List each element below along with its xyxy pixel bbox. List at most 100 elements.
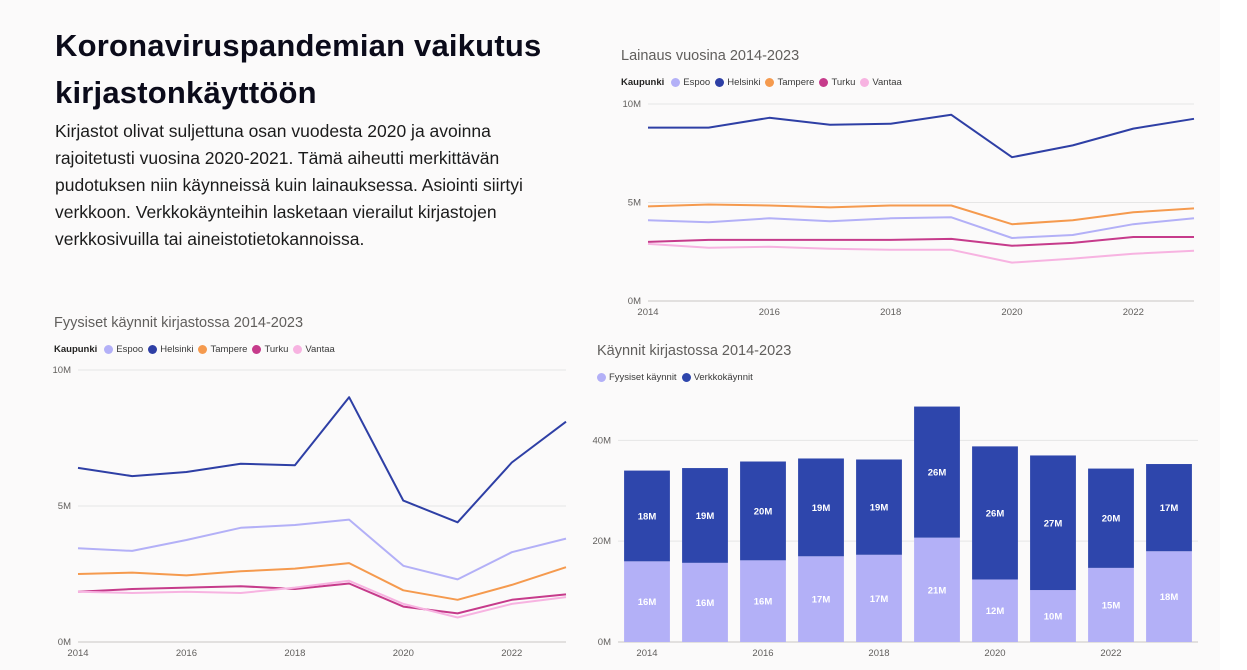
bar-data-label: 18M — [1160, 592, 1179, 603]
bar-data-label: 19M — [812, 503, 831, 514]
legend-label: Espoo — [683, 77, 711, 88]
y-tick-label: 0M — [58, 637, 71, 648]
intro-text: Kirjastot olivat suljettuna osan vuodest… — [55, 121, 523, 249]
y-tick-label: 20M — [593, 536, 612, 547]
x-tick-label: 2020 — [984, 648, 1005, 659]
series-line-espoo — [77, 518, 567, 581]
physical-visits-legend: Kaupunki Espoo Helsinki Tampere Turku Vantaa — [54, 344, 340, 355]
legend-label: Vantaa — [305, 344, 335, 355]
bar-data-label: 12M — [986, 606, 1005, 617]
legend-label: Tampere — [210, 344, 248, 355]
bar-verkkok-ynnit — [1030, 455, 1076, 591]
x-tick-label: 2014 — [67, 648, 88, 659]
x-tick-label: 2022 — [1100, 648, 1121, 659]
bar-fyysiset-k-ynnit — [1146, 551, 1192, 642]
legend-marker — [671, 78, 681, 87]
bar-data-label: 18M — [638, 511, 657, 522]
legend-item-tampere[interactable]: Tampere — [765, 77, 814, 88]
legend-label: Verkkokäynnit — [693, 372, 753, 383]
legend-label: Turku — [264, 344, 289, 355]
legend-label: Vantaa — [872, 77, 902, 88]
series-line-tampere — [647, 203, 1195, 226]
legend-label: Helsinki — [160, 344, 194, 355]
legend-item-tampere[interactable]: Tampere — [198, 344, 247, 355]
legend-item-espoo[interactable]: Espoo — [104, 344, 143, 355]
bar-fyysiset-k-ynnit — [682, 562, 728, 642]
legend-item-turku[interactable]: Turku — [819, 77, 855, 88]
bar-data-label: 21M — [928, 585, 947, 596]
legend-item-helsinki[interactable]: Helsinki — [148, 344, 193, 355]
legend-label: Fyysiset käynnit — [609, 372, 677, 383]
bar-data-label: 19M — [870, 503, 889, 514]
bar-data-label: 20M — [754, 506, 773, 517]
legend-marker — [148, 345, 158, 354]
x-tick-label: 2014 — [637, 307, 658, 318]
legend-item-espoo[interactable]: Espoo — [671, 77, 710, 88]
bar-fyysiset-k-ynnit — [798, 556, 844, 642]
loans-chart-title: Lainaus vuosina 2014-2023 — [621, 48, 800, 64]
loans-legend: Kaupunki Espoo Helsinki Tampere Turku Vantaa — [621, 77, 907, 88]
series-line-turku — [647, 236, 1194, 247]
legend-marker — [252, 345, 262, 354]
x-tick-label: 2018 — [880, 307, 901, 318]
bar-data-label: 10M — [1044, 612, 1063, 623]
y-tick-label: 40M — [593, 435, 612, 446]
bar-data-label: 17M — [812, 595, 831, 606]
bar-data-label: 17M — [870, 594, 889, 605]
series-line-espoo — [647, 216, 1195, 239]
legend-item-vantaa[interactable]: Vantaa — [293, 344, 335, 355]
bar-verkkok-ynnit — [740, 461, 786, 561]
legend-item-verkkok-ynnit[interactable]: Verkkokäynnit — [681, 372, 753, 383]
series-line-vantaa — [77, 579, 567, 619]
visits-stacked-bar-chart: 0M 20M 40M 2014 2016 2018 2020 2022 16M 18M 16M 19M… — [593, 406, 1198, 659]
y-tick-label: 10M — [623, 99, 642, 110]
x-tick-label: 2022 — [1123, 307, 1144, 318]
bar-fyysiset-k-ynnit — [624, 561, 670, 642]
bar-data-label: 16M — [696, 598, 715, 609]
bar-fyysiset-k-ynnit — [972, 579, 1018, 642]
visits-chart-title: Käynnit kirjastossa 2014-2023 — [597, 343, 792, 359]
x-tick-label: 2020 — [393, 648, 414, 659]
bar-fyysiset-k-ynnit — [914, 537, 960, 642]
y-tick-label: 10M — [53, 365, 72, 376]
x-tick-label: 2016 — [759, 307, 780, 318]
legend-label: Espoo — [116, 344, 144, 355]
legend-item-helsinki[interactable]: Helsinki — [715, 77, 760, 88]
physical-visits-line-chart: 0M 5M 10M 2014 2016 2018 2020 2022 — [53, 365, 567, 659]
legend-marker — [597, 373, 606, 382]
bar-verkkok-ynnit — [798, 458, 844, 557]
bar-fyysiset-k-ynnit — [856, 554, 902, 642]
legend-marker — [765, 78, 775, 87]
y-tick-label: 0M — [598, 637, 611, 648]
bar-verkkok-ynnit — [624, 470, 670, 562]
bar-data-label: 16M — [754, 597, 773, 608]
x-tick-label: 2020 — [1001, 307, 1022, 318]
series-line-helsinki — [648, 113, 1195, 159]
legend-item-fyysiset-k-ynnit[interactable]: Fyysiset käynnit — [597, 372, 677, 383]
bar-fyysiset-k-ynnit — [1088, 567, 1134, 642]
series-line-turku — [77, 582, 567, 615]
x-tick-label: 2018 — [868, 648, 889, 659]
y-tick-label: 5M — [628, 198, 641, 209]
legend-marker — [293, 345, 303, 354]
bar-verkkok-ynnit — [1146, 464, 1192, 552]
legend-item-vantaa[interactable]: Vantaa — [860, 77, 902, 88]
bar-data-label: 19M — [696, 511, 715, 522]
legend-marker — [104, 345, 114, 354]
bar-data-label: 16M — [638, 597, 657, 608]
legend-marker — [681, 373, 691, 382]
y-tick-label: 0M — [628, 296, 641, 307]
series-line-helsinki — [77, 396, 567, 524]
bar-data-label: 20M — [1102, 514, 1121, 525]
legend-label: Helsinki — [727, 77, 761, 88]
bar-data-label: 26M — [986, 508, 1005, 519]
legend-label: Tampere — [777, 77, 815, 88]
bar-fyysiset-k-ynnit — [1030, 590, 1076, 642]
bar-verkkok-ynnit — [1088, 468, 1134, 568]
legend-title: Kaupunki — [621, 77, 665, 88]
legend-marker — [198, 345, 208, 354]
bar-verkkok-ynnit — [856, 459, 902, 555]
y-tick-label: 5M — [58, 501, 71, 512]
series-line-tampere — [77, 562, 567, 601]
legend-item-turku[interactable]: Turku — [252, 344, 288, 355]
